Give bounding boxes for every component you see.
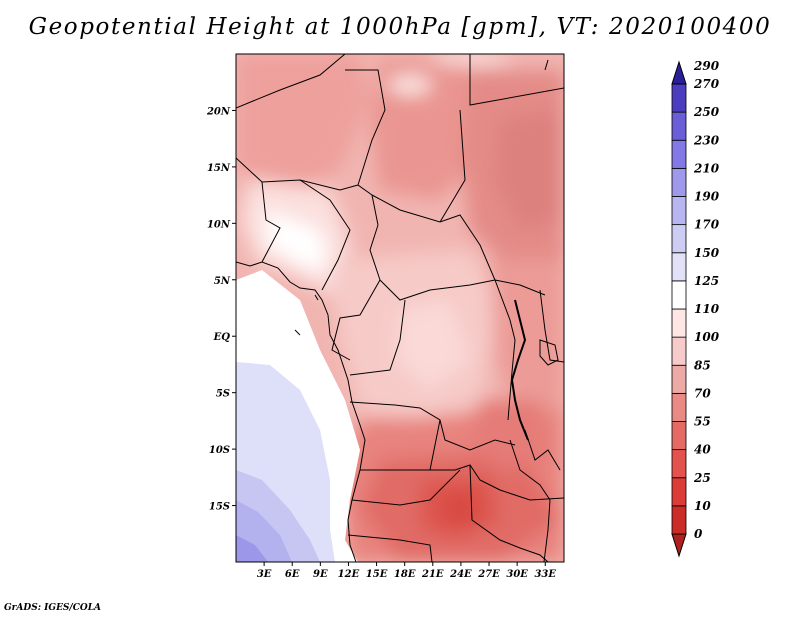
x-tick-label: 24E: [449, 569, 472, 580]
y-tick-label: 15S: [209, 502, 230, 513]
colorbar-label: 25: [693, 471, 711, 485]
x-tick-label: 30E: [506, 569, 528, 580]
colorbar-bin: [671, 421, 687, 451]
x-tick-label: 18E: [394, 569, 416, 580]
colorbar-bin: [671, 224, 687, 254]
colorbar-bin: [671, 477, 687, 507]
colorbar-label: 110: [694, 302, 720, 316]
colorbar-bin: [671, 364, 687, 394]
x-tick-label: 9E: [313, 569, 328, 580]
colorbar-bin: [671, 139, 687, 169]
y-tick-label: 20N: [206, 106, 231, 117]
colorbar-label: 210: [693, 161, 720, 175]
y-tick-label: 10S: [209, 445, 230, 456]
colorbar-bin: [671, 252, 687, 282]
colorbar-bin: [671, 336, 687, 366]
colorbar-label: 70: [694, 386, 711, 400]
y-axis: 20N 15N 10N 5N EQ 5S 10S 15S: [206, 106, 236, 513]
colorbar-label: 170: [694, 218, 720, 232]
colorbar-label: 0: [694, 527, 703, 541]
y-tick-label: EQ: [213, 332, 231, 343]
x-tick-label: 15E: [366, 569, 388, 580]
colorbar-bin: [671, 308, 687, 338]
y-tick-label: 10N: [207, 219, 231, 230]
colorbar-bin: [671, 280, 687, 310]
colorbar-label: 40: [694, 443, 711, 457]
x-tick-label: 27E: [477, 569, 500, 580]
colorbar-bin: [671, 60, 687, 85]
colorbar-bin: [671, 83, 687, 113]
colorbar-bin: [671, 196, 687, 226]
colorbar-label: 85: [694, 358, 711, 372]
colorbar-bin: [671, 505, 687, 535]
country-borders: [236, 54, 564, 562]
colorbar-label: 250: [693, 105, 720, 119]
y-tick-label: 5S: [216, 389, 230, 400]
colorbar-label: 55: [694, 415, 711, 429]
colorbar-label: 125: [694, 274, 719, 288]
x-tick-label: 21E: [421, 569, 444, 580]
colorbar-bin: [671, 533, 687, 558]
x-tick-label: 12E: [338, 569, 360, 580]
colorbar-label: 270: [693, 77, 720, 91]
y-tick-label: 15N: [207, 163, 231, 174]
colorbar-label: 100: [694, 330, 720, 344]
colorbar-label: 290: [693, 59, 720, 73]
page-title: Geopotential Height at 1000hPa [gpm], VT…: [28, 14, 772, 40]
colorbar-label: 150: [694, 246, 720, 260]
x-axis: 3E 6E 9E 12E 15E 18E 21E 24E 27E 30E 33E: [257, 562, 556, 580]
credit-label: GrADS: IGES/COLA: [4, 603, 102, 613]
height-field: [236, 54, 564, 562]
colorbar-bin: [671, 167, 687, 197]
colorbar-label: 10: [694, 499, 711, 513]
colorbar-bin: [671, 392, 687, 422]
colorbar-label: 230: [693, 133, 720, 147]
map-frame: [235, 53, 565, 563]
colorbar-label: 190: [694, 190, 720, 204]
x-tick-label: 3E: [257, 569, 272, 580]
y-tick-label: 5N: [214, 276, 231, 287]
colorbar-bin: [671, 111, 687, 141]
x-tick-label: 6E: [285, 569, 300, 580]
colorbar: 0 10 25 40 55 70 85 100 110 125 150 170 190 210 230 250…: [671, 59, 720, 558]
x-tick-label: 33E: [534, 569, 556, 580]
colorbar-bin: [671, 449, 687, 479]
